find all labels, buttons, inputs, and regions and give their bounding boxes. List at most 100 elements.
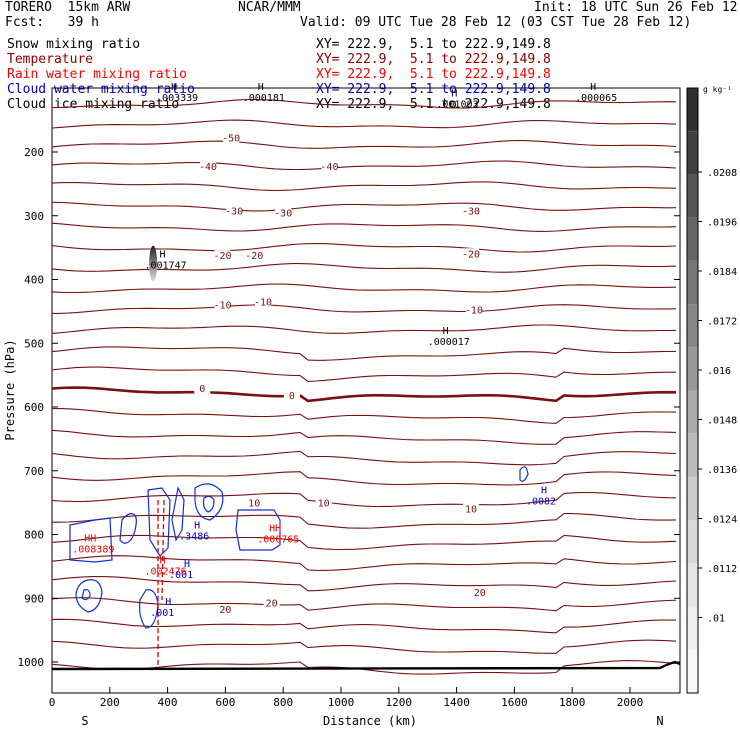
temperature-contour-label: -30 xyxy=(462,207,480,218)
temperature-contour-label: 20 xyxy=(219,605,231,616)
x-tick-label: 800 xyxy=(273,696,293,709)
temperature-contour xyxy=(51,618,677,634)
model-title: TORERO 15km ARW xyxy=(5,0,131,15)
extremum-value: .000765 xyxy=(257,535,299,546)
colorbar-tick-label: .01 xyxy=(707,614,725,625)
field-name: Snow mixing ratio xyxy=(7,37,141,52)
temperature-contour xyxy=(51,366,676,382)
colorbar-segment xyxy=(687,476,698,521)
extremum-mark: H xyxy=(159,556,165,567)
temperature-contour xyxy=(51,471,677,486)
cloud-water-contour xyxy=(69,517,113,563)
y-tick-label: 700 xyxy=(24,465,44,478)
x-tick-label: 0 xyxy=(49,696,56,709)
cloud-water-contour xyxy=(147,487,171,557)
y-axis-title: Pressure (hPa) xyxy=(3,339,17,440)
y-tick-label: 600 xyxy=(24,401,44,414)
temperature-contour-label: 20 xyxy=(266,599,278,610)
colorbar-unit: g kg⁻¹ xyxy=(703,85,732,94)
contour-label-bg xyxy=(315,497,332,509)
extremum-value: .3486 xyxy=(179,532,209,543)
field-range: XY= 222.9, 5.1 to 222.9,149.8 xyxy=(316,52,551,67)
contour-label-bg xyxy=(226,205,243,217)
colorbar-tick-label: .0196 xyxy=(707,218,737,229)
temperature-contour-label: 20 xyxy=(474,588,486,599)
temperature-contour xyxy=(51,324,677,334)
x-tick-label: 400 xyxy=(158,696,178,709)
colorbar-tick-label: .0208 xyxy=(707,168,737,179)
temperature-contour xyxy=(51,222,677,232)
y-tick-label: 500 xyxy=(24,337,44,350)
temperature-contour xyxy=(51,534,677,551)
contour-label-bg xyxy=(263,597,280,609)
extremum-value: .002476 xyxy=(144,567,186,578)
extremum-mark: H xyxy=(159,250,165,261)
colorbar-segment xyxy=(687,520,698,564)
contour-label-bg xyxy=(283,389,300,401)
cloud-water-contour xyxy=(75,579,103,613)
temperature-contour xyxy=(52,513,677,529)
x-end-label-north: N xyxy=(656,714,663,728)
temperature-contour xyxy=(51,160,677,171)
contour-label-bg xyxy=(321,160,338,172)
colorbar-segment xyxy=(687,390,698,434)
temperature-contour-label: -20 xyxy=(462,249,480,260)
temperature-contour-label: -10 xyxy=(213,300,231,311)
temperature-contour xyxy=(52,408,677,424)
x-tick-label: 2000 xyxy=(617,696,644,709)
colorbar-segment xyxy=(687,649,698,693)
colorbar-segment xyxy=(687,563,698,607)
contour-label-bg xyxy=(200,160,217,172)
x-end-label-south: S xyxy=(81,714,88,728)
contour-label-bg xyxy=(214,299,231,311)
colorbar-frame xyxy=(686,87,699,694)
extremum-mark: H xyxy=(165,597,171,608)
temperature-contour-label: 0 xyxy=(199,384,205,395)
cloud-water-contour xyxy=(194,483,224,521)
extremum-value: .000181 xyxy=(243,93,285,104)
temperature-contour-label: -30 xyxy=(274,208,292,219)
contour-label-bg xyxy=(463,248,480,260)
temperature-contour xyxy=(51,98,677,109)
colorbar-tick-label: .0124 xyxy=(707,515,737,526)
contour-label-bg xyxy=(471,586,488,598)
temperature-contour xyxy=(51,140,677,149)
colorbar-segment xyxy=(687,433,698,477)
temperature-contour-zero xyxy=(51,386,677,403)
field-range: XY= 222.9, 5.1 to 222.9,149.8 xyxy=(316,67,551,82)
extremum-mark: H xyxy=(451,88,457,99)
temperature-contour xyxy=(51,555,677,571)
temperature-contour xyxy=(51,450,677,466)
temperature-contour xyxy=(51,429,677,445)
colorbar-segment xyxy=(687,131,698,175)
x-axis-title: Distance (km) xyxy=(323,714,417,728)
temperature-contour xyxy=(51,283,677,294)
contour-label-bg xyxy=(194,382,211,394)
x-tick-label: 1000 xyxy=(328,696,355,709)
extremum-value: .001 xyxy=(169,570,193,581)
extremum-mark: H xyxy=(184,559,190,570)
x-tick-label: 600 xyxy=(215,696,235,709)
contour-label-bg xyxy=(275,207,292,219)
temperature-contour xyxy=(51,243,677,253)
extremum-value: .001003 xyxy=(436,99,478,110)
field-name: Cloud ice mixing ratio xyxy=(7,97,180,112)
temperature-contour-label: -20 xyxy=(245,251,263,262)
temperature-contour-label: -10 xyxy=(254,298,272,309)
plot-frame xyxy=(51,87,681,694)
cloud-water-contour xyxy=(139,589,159,629)
colorbar-tick-label: .0136 xyxy=(707,465,737,476)
extremum-mark: HH xyxy=(84,533,96,544)
field-range: XY= 222.9, 5.1 to 222.9,149.8 xyxy=(316,97,551,112)
extremum-mark: H xyxy=(194,521,200,532)
x-tick-label: 1200 xyxy=(386,696,413,709)
y-tick-label: 900 xyxy=(24,592,44,605)
cloud-water-contour xyxy=(519,466,529,482)
extremum-value: .001747 xyxy=(144,261,186,272)
init-time: Init: 18 UTC Sun 26 Feb 12 xyxy=(534,0,738,15)
temperature-contour-label: -40 xyxy=(320,162,338,173)
y-tick-label: 300 xyxy=(24,210,44,223)
cloud-water-contour xyxy=(171,486,185,542)
temperature-contour xyxy=(51,181,677,192)
